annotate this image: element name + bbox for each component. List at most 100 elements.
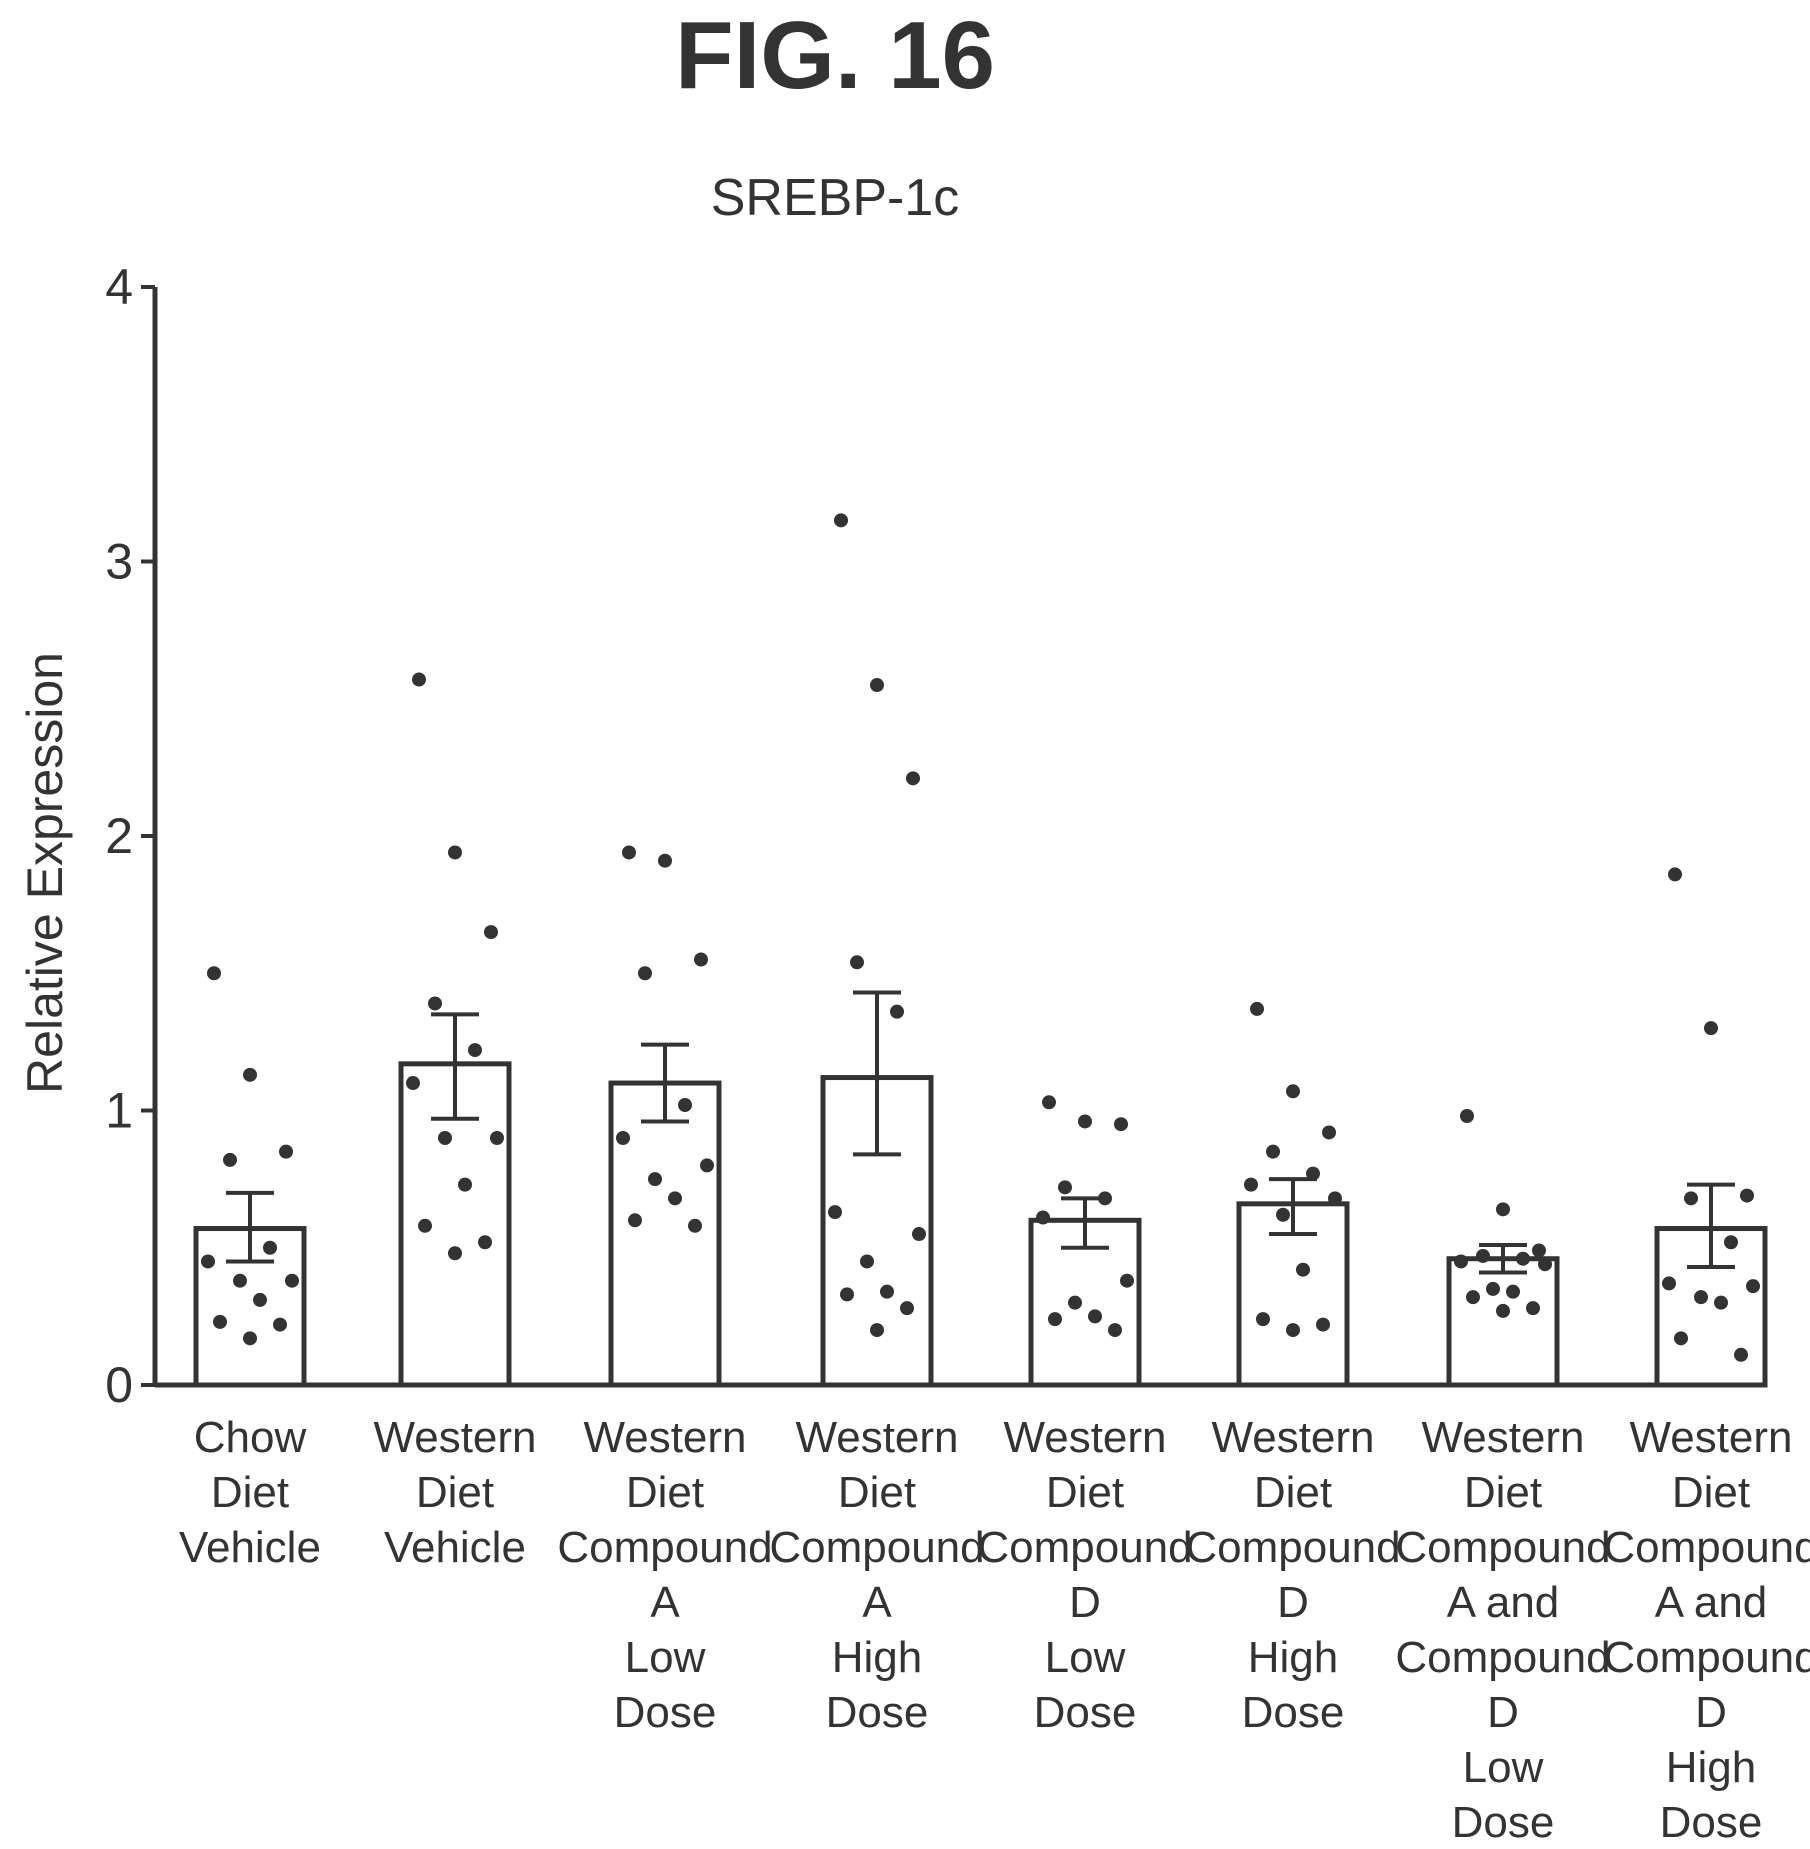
x-tick-label-line: A and: [1655, 1578, 1768, 1627]
x-tick-label-line: A: [650, 1578, 680, 1627]
data-point: [1674, 1331, 1688, 1346]
x-tick-label: Western Diet Compound D High Dose: [1185, 1413, 1400, 1737]
x-tick-label-line: Compound: [1603, 1523, 1810, 1572]
data-point: [1460, 1108, 1474, 1123]
y-tick-label: 0: [105, 1357, 133, 1413]
y-tick-label: 4: [105, 259, 133, 315]
x-tick-label-line: D: [1277, 1578, 1309, 1627]
data-point: [616, 1130, 630, 1145]
data-point: [628, 1213, 642, 1228]
data-point: [1068, 1295, 1082, 1310]
data-point: [648, 1172, 662, 1187]
x-tick-label: Western Diet Compound D Low Dose: [977, 1413, 1192, 1737]
data-point: [880, 1284, 894, 1299]
x-tick-label: Western Diet Compound A and Compound D High Dos…: [1603, 1413, 1810, 1847]
x-tick-label-line: Dose: [1242, 1688, 1345, 1737]
x-tick-label-line: Chow: [194, 1413, 307, 1462]
data-point: [1746, 1279, 1760, 1294]
data-point: [243, 1067, 257, 1082]
x-tick-label-line: Compound: [1395, 1633, 1610, 1682]
x-tick-label-line: D: [1487, 1688, 1519, 1737]
data-point: [1266, 1144, 1280, 1159]
data-point: [834, 513, 848, 528]
x-tick-label-line: Western: [795, 1413, 958, 1462]
data-point: [478, 1235, 492, 1250]
data-point: [1538, 1257, 1552, 1272]
x-tick-label-line: Compound: [769, 1523, 984, 1572]
data-point: [1476, 1248, 1490, 1263]
x-tick-label: Chow Diet Vehicle: [179, 1413, 321, 1572]
data-point: [1078, 1114, 1092, 1129]
x-tick-label-line: Dose: [614, 1688, 717, 1737]
x-tick-label-line: Diet: [1046, 1468, 1124, 1517]
x-tick-label-line: Western: [1211, 1413, 1374, 1462]
x-tick-label-line: Compound: [557, 1523, 772, 1572]
data-point: [1704, 1021, 1718, 1036]
x-tick-label-line: Low: [1045, 1633, 1126, 1682]
data-point: [484, 925, 498, 940]
bar: [608, 1080, 722, 1388]
x-tick-label-line: Dose: [1034, 1688, 1137, 1737]
data-point: [668, 1191, 682, 1206]
y-axis-label: Relative Expression: [17, 652, 73, 1094]
data-point: [1108, 1323, 1122, 1338]
x-tick-label-line: Vehicle: [384, 1523, 526, 1572]
data-point: [468, 1043, 482, 1058]
data-point: [490, 1130, 504, 1145]
x-tick-label-line: Dose: [1660, 1798, 1763, 1847]
data-point: [1114, 1117, 1128, 1132]
data-point: [285, 1273, 299, 1288]
data-point: [263, 1240, 277, 1255]
data-point: [1322, 1125, 1336, 1140]
x-tick-label-line: A and: [1447, 1578, 1560, 1627]
data-point: [1244, 1177, 1258, 1192]
data-point: [1256, 1312, 1270, 1327]
x-tick-label-line: Western: [583, 1413, 746, 1462]
data-point: [1048, 1312, 1062, 1327]
data-point: [253, 1292, 267, 1307]
data-point: [1724, 1235, 1738, 1250]
data-point: [1496, 1202, 1510, 1217]
data-point: [207, 966, 221, 981]
data-point: [213, 1314, 227, 1329]
x-tick-label-line: Low: [1463, 1743, 1544, 1792]
x-tick-label-line: Compound: [1603, 1633, 1810, 1682]
data-point: [850, 955, 864, 970]
data-point: [912, 1227, 926, 1242]
data-point: [1740, 1188, 1754, 1203]
data-point: [1058, 1180, 1072, 1195]
data-point: [870, 1323, 884, 1338]
data-point: [1532, 1243, 1546, 1258]
data-point: [700, 1158, 714, 1173]
data-point: [870, 678, 884, 693]
data-point: [1668, 867, 1682, 882]
data-point: [1714, 1295, 1728, 1310]
x-tick-label-line: Western: [1421, 1413, 1584, 1462]
y-tick-label: 1: [105, 1083, 133, 1139]
x-tick-label-line: Compound: [1395, 1523, 1610, 1572]
x-tick-label-line: Diet: [838, 1468, 916, 1517]
x-tick-label-line: Vehicle: [179, 1523, 321, 1572]
figure-label: FIG. 16: [675, 2, 995, 109]
data-point: [448, 1246, 462, 1261]
data-point: [828, 1205, 842, 1220]
data-point: [1316, 1317, 1330, 1332]
data-point: [201, 1254, 215, 1269]
x-tick-label-line: Western: [373, 1413, 536, 1462]
data-point: [438, 1130, 452, 1145]
data-point: [448, 845, 462, 860]
data-point: [406, 1076, 420, 1091]
x-tick-label-line: Compound: [1185, 1523, 1400, 1572]
data-point: [1042, 1095, 1056, 1110]
data-point: [860, 1254, 874, 1269]
data-point: [906, 771, 920, 786]
data-point: [458, 1177, 472, 1192]
data-point: [688, 1218, 702, 1233]
chart-title: SREBP-1c: [711, 169, 960, 227]
x-tick-label-line: D: [1695, 1688, 1727, 1737]
bar: [1446, 1256, 1560, 1388]
data-point: [223, 1152, 237, 1167]
x-tick-label-line: Dose: [1452, 1798, 1555, 1847]
